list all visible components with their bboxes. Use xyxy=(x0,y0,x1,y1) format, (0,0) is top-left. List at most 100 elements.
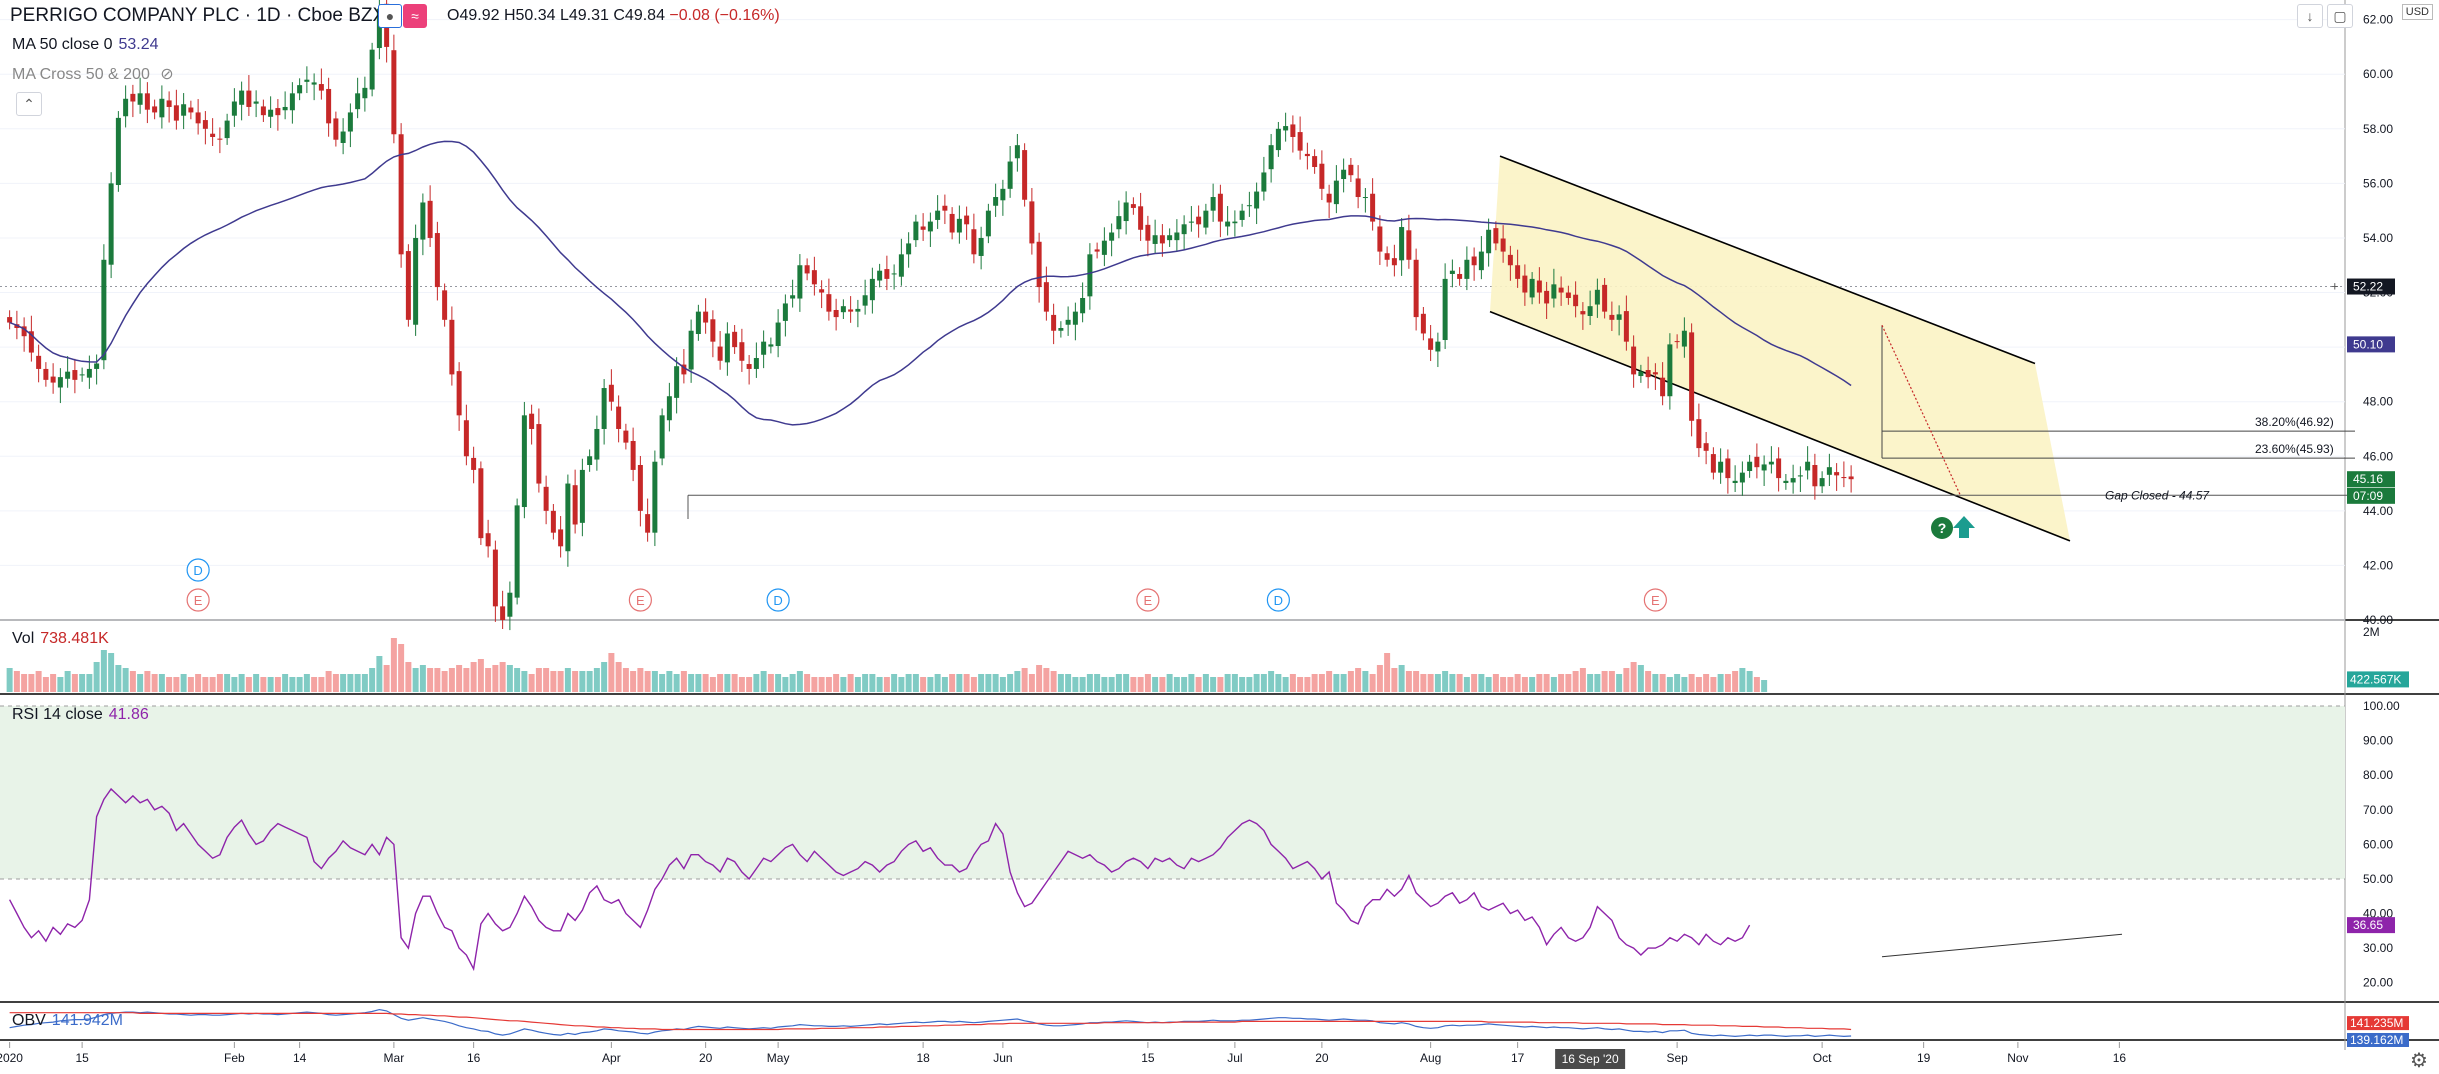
candle-body xyxy=(449,319,455,375)
macross-legend[interactable]: MA Cross 50 & 200 ⊘ xyxy=(12,64,174,84)
candle-body xyxy=(456,371,462,416)
hidden-eye-icon[interactable]: ⊘ xyxy=(160,66,174,83)
volume-bar xyxy=(775,674,782,692)
candle-body xyxy=(1471,256,1477,266)
volume-bar xyxy=(180,674,187,692)
candle-body xyxy=(746,364,752,369)
eye-toggle-icon[interactable]: ● xyxy=(378,4,402,28)
candle-body xyxy=(369,49,375,90)
volume-bar xyxy=(818,677,825,692)
download-icon[interactable]: ↓ xyxy=(2297,4,2323,28)
volume-bar xyxy=(891,674,898,692)
rsi-legend[interactable]: RSI 14 close 41.86 xyxy=(12,706,149,724)
candle-body xyxy=(775,322,781,347)
candle-body xyxy=(674,366,680,398)
candle-body xyxy=(616,406,622,429)
x-highlight-tag xyxy=(1555,1049,1626,1069)
candle-body xyxy=(492,549,498,607)
price-tick-label: 44.00 xyxy=(2363,504,2393,518)
candle-body xyxy=(289,93,295,111)
volume-bar xyxy=(289,677,296,692)
volume-bar xyxy=(1659,674,1666,692)
volume-bar xyxy=(1710,677,1717,692)
event-marker xyxy=(1643,588,1667,612)
volume-bar xyxy=(970,677,977,692)
candle-body xyxy=(645,514,651,533)
candle-body xyxy=(391,50,397,135)
candle-body xyxy=(1623,311,1629,342)
vol-legend[interactable]: Vol 738.481K xyxy=(12,630,109,648)
candle-body xyxy=(398,134,404,255)
candle-body xyxy=(1761,464,1767,471)
volume-bar xyxy=(1159,677,1166,692)
candle-body xyxy=(761,341,767,355)
collapse-legend-button[interactable]: ⌃ xyxy=(16,92,42,116)
volume-bar xyxy=(1630,662,1637,692)
volume-bar xyxy=(173,677,180,692)
candle-body xyxy=(1805,461,1811,471)
candle-body xyxy=(1486,229,1492,254)
volume-bar xyxy=(1543,674,1550,692)
volume-bar xyxy=(543,668,550,692)
candle-body xyxy=(1522,275,1528,293)
candle-body xyxy=(521,415,527,508)
compare-icon[interactable]: ≈ xyxy=(403,4,427,28)
volume-bar xyxy=(550,671,557,692)
candle-body xyxy=(224,120,230,139)
candle-body xyxy=(217,138,223,140)
volume-bar xyxy=(427,668,434,692)
volume-bar xyxy=(1376,665,1383,692)
volume-bar xyxy=(477,659,484,692)
candle-body xyxy=(362,87,368,99)
volume-bar xyxy=(64,671,71,692)
obv-legend[interactable]: OBV 141.942M xyxy=(12,1012,123,1030)
trend-channel-upper xyxy=(1499,155,2036,365)
ma50-legend[interactable]: MA 50 close 0 53.24 xyxy=(12,36,159,54)
symbol-name: PERRIGO COMPANY PLC xyxy=(10,5,240,26)
volume-bar xyxy=(86,674,93,692)
rsi-tick-label: 60.00 xyxy=(2363,837,2393,851)
volume-bar xyxy=(1420,674,1427,692)
candle-body xyxy=(1290,124,1296,137)
volume-bar xyxy=(1536,674,1543,692)
volume-bar xyxy=(883,677,890,692)
candle-body xyxy=(21,326,27,337)
candle-body xyxy=(1573,294,1579,307)
volume-bar xyxy=(1072,677,1079,692)
candle-body xyxy=(1058,328,1064,331)
candle-body xyxy=(340,131,346,143)
settings-gear-icon[interactable]: ⚙ xyxy=(2410,1050,2428,1072)
candle-body xyxy=(268,109,274,117)
volume-bar xyxy=(1123,674,1130,692)
volume-bar xyxy=(361,674,368,692)
volume-bar xyxy=(1246,677,1253,692)
candle-body xyxy=(1022,150,1028,200)
candle-body xyxy=(1529,278,1535,298)
candle-body xyxy=(181,104,187,116)
ohlc-readout: O49.92 H50.34 L49.31 C49.84 −0.08 (−0.16… xyxy=(447,7,780,25)
volume-bar xyxy=(195,674,202,692)
candle-body xyxy=(1739,472,1745,483)
volume-bar xyxy=(724,674,731,692)
volume-bar xyxy=(1688,674,1695,692)
candle-body xyxy=(1196,216,1202,225)
obv-tag xyxy=(2347,1032,2409,1047)
candle-body xyxy=(1478,251,1484,271)
fib-236-label: 23.60%(45.93) xyxy=(2255,442,2334,456)
volume-bar xyxy=(572,671,579,692)
volume-bar xyxy=(1021,668,1028,692)
x-tick-label: 18 xyxy=(916,1051,930,1065)
candle-body xyxy=(311,82,317,85)
candle-body xyxy=(1297,132,1303,151)
candle-body xyxy=(1000,188,1006,201)
obv-tag xyxy=(2347,1016,2409,1031)
candle-body xyxy=(898,254,904,277)
candle-body xyxy=(115,117,121,186)
volume-bar xyxy=(13,671,20,692)
fullscreen-icon[interactable]: ▢ xyxy=(2327,4,2353,28)
candle-body xyxy=(1333,180,1339,205)
candle-body xyxy=(935,210,941,220)
candle-body xyxy=(1500,238,1506,252)
price-tag-label: 52.22 xyxy=(2353,280,2383,294)
